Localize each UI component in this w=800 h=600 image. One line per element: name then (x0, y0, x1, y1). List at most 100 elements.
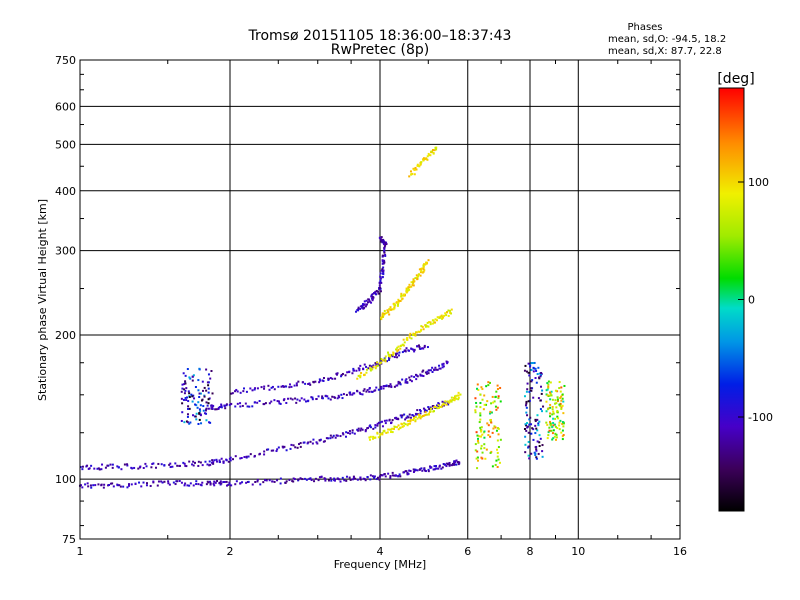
echo-point (287, 397, 290, 400)
echo-point (187, 405, 190, 408)
echo-point (260, 386, 263, 389)
echo-point (426, 321, 429, 324)
echo-point (423, 468, 426, 471)
echo-point (435, 467, 438, 470)
echo-point (441, 363, 444, 366)
echo-point (277, 400, 280, 403)
echo-point (316, 442, 319, 445)
echo-point (554, 417, 557, 420)
echo-point (448, 464, 451, 467)
echo-point (139, 465, 142, 468)
echo-point (362, 304, 365, 307)
echo-point (442, 362, 445, 365)
echo-point (496, 427, 499, 430)
echo-point (421, 415, 424, 418)
echo-point (545, 421, 548, 424)
echo-point (263, 453, 266, 456)
echo-point (204, 460, 207, 463)
echo-point (425, 261, 428, 264)
echo-point (445, 465, 448, 468)
echo-point (549, 398, 552, 401)
echo-point (420, 328, 423, 331)
echo-point (215, 458, 218, 461)
echo-point (496, 455, 499, 458)
echo-point (209, 483, 212, 486)
echo-point (311, 398, 314, 401)
echo-point (349, 478, 352, 481)
echo-point (267, 448, 270, 451)
echo-point (378, 362, 381, 365)
echo-point (359, 307, 362, 310)
echo-point (451, 462, 454, 465)
echo-point (205, 401, 208, 404)
echo-point (377, 290, 380, 293)
echo-point (449, 311, 452, 314)
echo-point (235, 388, 238, 391)
echo-point (538, 444, 541, 447)
echo-point (367, 298, 370, 301)
echo-point (536, 418, 539, 421)
echo-point (185, 399, 188, 402)
echo-point (181, 387, 184, 390)
echo-point (370, 390, 373, 393)
echo-point (207, 373, 210, 376)
echo-point (309, 440, 312, 443)
echo-point (383, 245, 386, 248)
echo-point (489, 410, 492, 413)
echo-point (293, 384, 296, 387)
echo-point (395, 352, 398, 355)
echo-point (362, 389, 365, 392)
echo-point (545, 400, 548, 403)
echo-point (201, 389, 204, 392)
echo-point (375, 386, 378, 389)
echo-point (496, 448, 499, 451)
x-axis-label: Frequency [MHz] (334, 558, 426, 571)
y-tick-label: 100 (55, 473, 76, 486)
echo-point (184, 464, 187, 467)
echo-point (428, 321, 431, 324)
echo-point (152, 480, 155, 483)
echo-point (102, 486, 105, 489)
echo-point (532, 428, 535, 431)
echo-point (546, 382, 549, 385)
echo-point (562, 425, 565, 428)
echo-point (389, 353, 392, 356)
echo-point (375, 365, 378, 368)
echo-point (199, 404, 202, 407)
echo-point (368, 390, 371, 393)
echo-point (384, 360, 387, 363)
echo-point (497, 446, 500, 449)
echo-point (482, 408, 485, 411)
echo-point (419, 347, 422, 350)
echo-point (393, 307, 396, 310)
echo-point (294, 446, 297, 449)
echo-point (493, 425, 496, 428)
echo-point (410, 347, 413, 350)
echo-point (361, 304, 364, 307)
echo-point (524, 423, 527, 426)
echo-point (422, 369, 425, 372)
echo-point (345, 475, 348, 478)
echo-point (324, 395, 327, 398)
echo-point (546, 423, 549, 426)
echo-point (453, 399, 456, 402)
echo-point (339, 435, 342, 438)
echo-point (359, 376, 362, 379)
echo-point (307, 383, 310, 386)
echo-point (368, 300, 371, 303)
echo-point (416, 469, 419, 472)
echo-point (198, 418, 201, 421)
echo-point (336, 477, 339, 480)
echo-point (497, 395, 500, 398)
echo-point (199, 392, 202, 395)
echo-point (402, 338, 405, 341)
echo-point (418, 468, 421, 471)
echo-point (419, 412, 422, 415)
echo-point (224, 407, 227, 410)
echo-point (371, 475, 374, 478)
echo-point (199, 410, 202, 413)
stats-line-o: mean, sd,O: -94.5, 18.2 (608, 34, 726, 45)
echo-point (421, 158, 424, 161)
echo-point (379, 279, 382, 282)
echo-point (416, 345, 419, 348)
